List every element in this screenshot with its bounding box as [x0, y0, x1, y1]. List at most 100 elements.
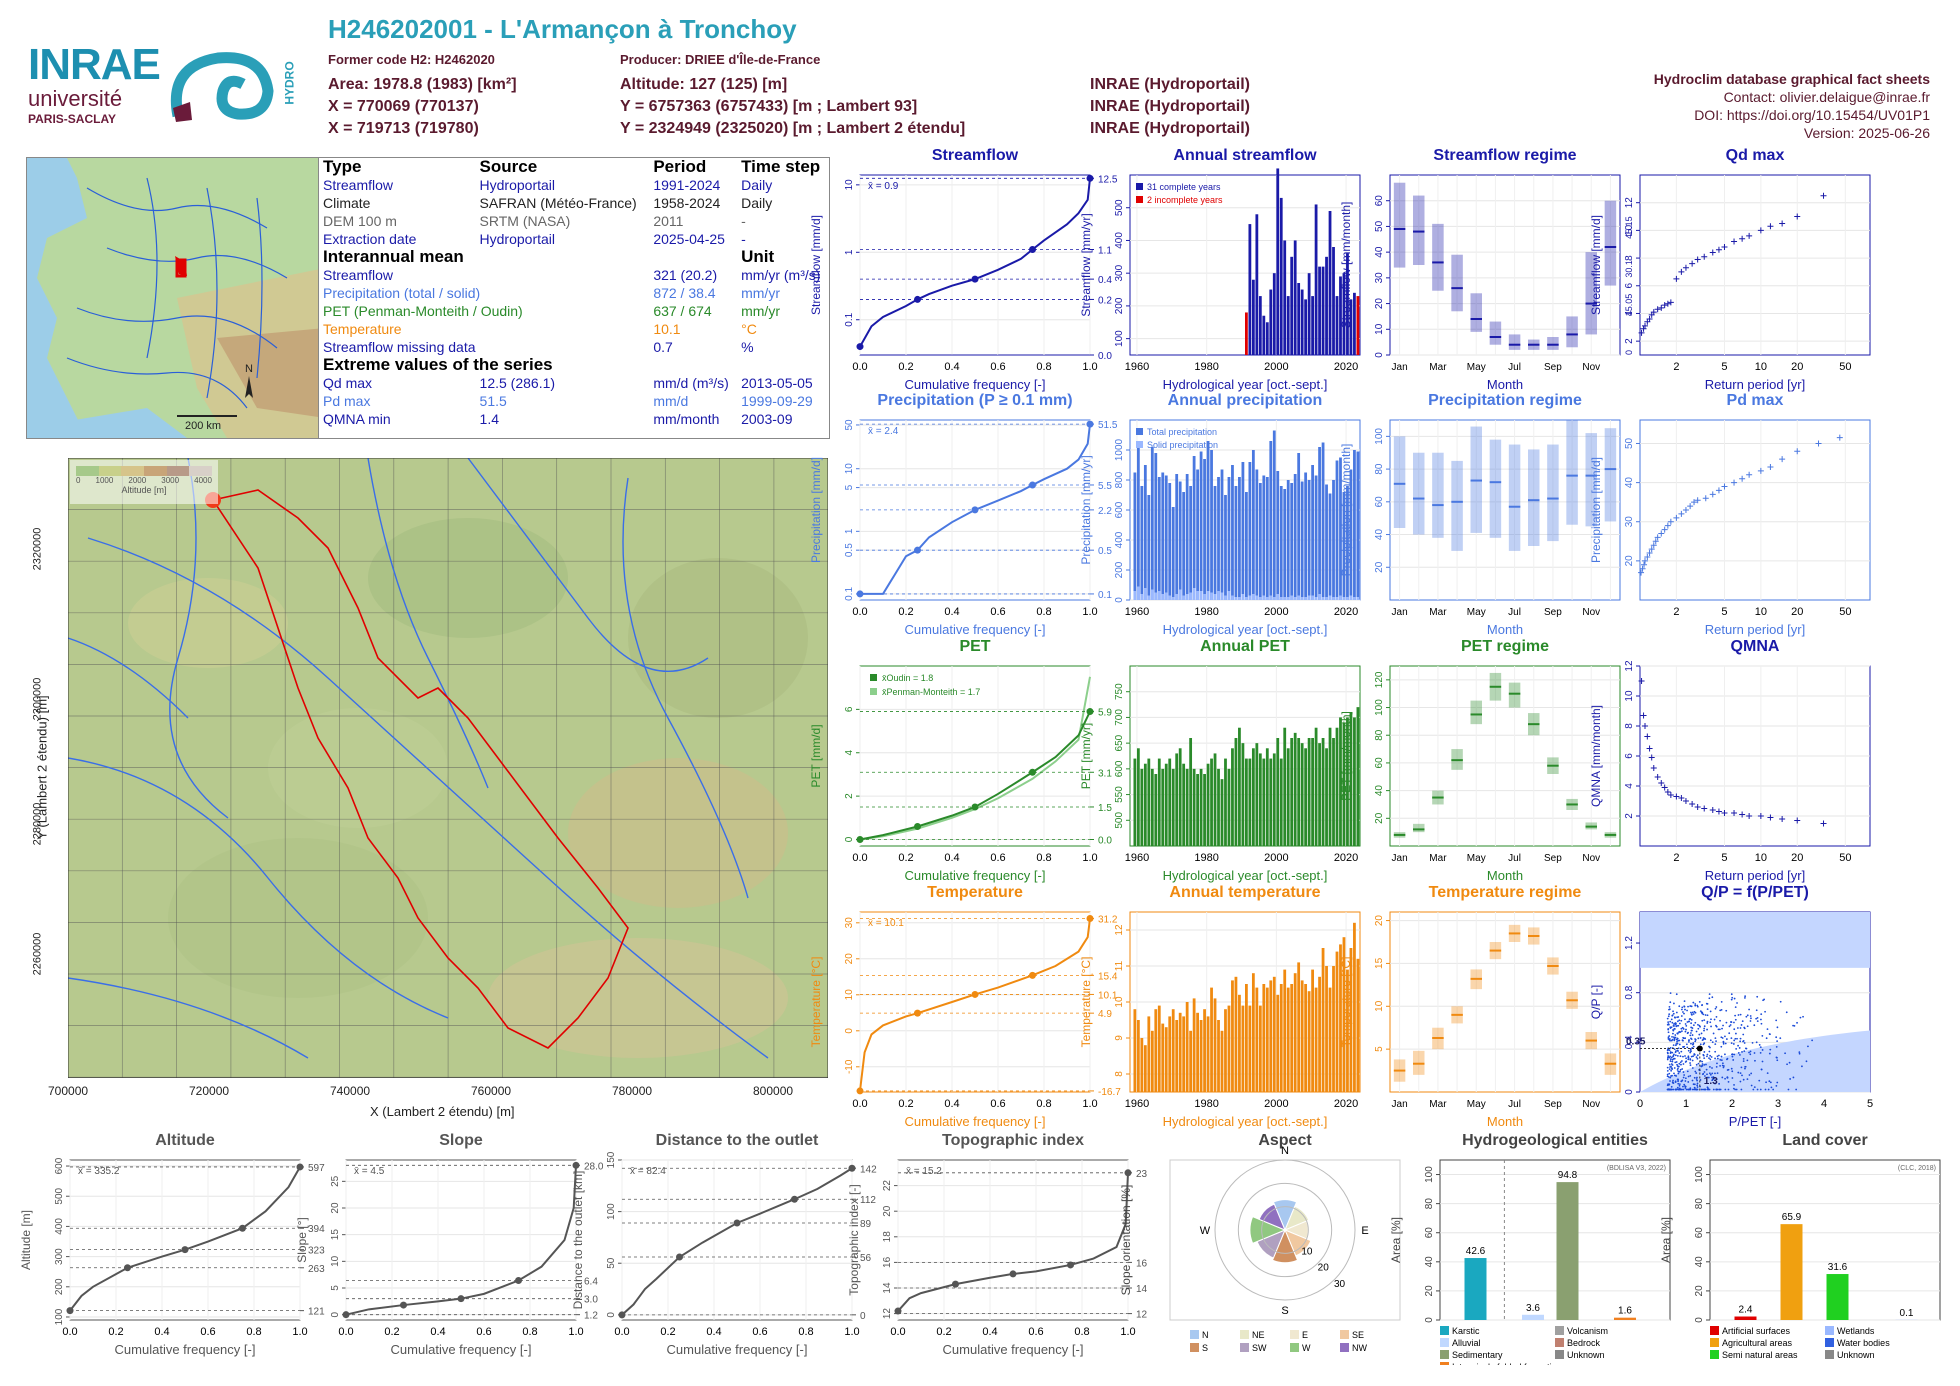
bar [1283, 969, 1287, 1092]
data-point [1730, 1037, 1733, 1040]
bar [1339, 717, 1342, 846]
data-point [1705, 1068, 1708, 1071]
data-point [1706, 1022, 1709, 1024]
data-point [1679, 1055, 1682, 1058]
y-tick-label: 0.5 [844, 543, 855, 557]
data-point [1669, 1051, 1672, 1053]
y-tick-label: 10 [1114, 996, 1125, 1008]
data-point [1689, 1087, 1692, 1090]
bar [1220, 779, 1224, 846]
info-source-row-cell: Extraction date [323, 231, 417, 247]
y-tick-label: 2 [1624, 813, 1635, 819]
data-point [1706, 1014, 1709, 1017]
data-point [1775, 1084, 1778, 1087]
box [1528, 449, 1540, 546]
bar [1297, 962, 1301, 1092]
bar-solid [1203, 594, 1206, 600]
data-point [1746, 471, 1753, 478]
data-point [1761, 1049, 1764, 1051]
bar-solid [1241, 594, 1245, 600]
area: Area: 1978.8 (1983) [km²] [328, 76, 517, 93]
plot-frame [1389, 665, 1621, 847]
x-tick-label: Jul [1508, 607, 1521, 618]
data-point [1779, 220, 1786, 227]
data-point [1722, 1066, 1725, 1069]
info-source-row-cell: Hydroportail [479, 177, 556, 193]
y-lambert2e: Y = 2324949 (2325020) [m ; Lambert 2 éte… [620, 120, 966, 137]
data-point [1732, 1043, 1735, 1045]
data-point [1690, 1032, 1692, 1034]
data-point [1672, 1057, 1675, 1060]
bar [1346, 486, 1349, 600]
info-header-row-cell: Source [479, 157, 538, 176]
chart-title: Distance to the outlet [655, 1132, 819, 1149]
x-tick-label: 0.0 [62, 1326, 77, 1338]
map-river [622, 477, 749, 899]
data-point [1678, 1043, 1681, 1046]
map-river [169, 457, 229, 819]
data-point [1698, 1033, 1701, 1036]
data-point [1748, 1074, 1751, 1076]
y-tick-label: 20 [1424, 1285, 1435, 1297]
x-tick-label: 0.0 [338, 1326, 353, 1338]
data-point [1677, 1080, 1679, 1083]
data-point [1722, 1042, 1725, 1045]
bar [1224, 1009, 1227, 1092]
y-tick-label: 50 [606, 1257, 617, 1269]
right-tick-label: 12 [1136, 1310, 1148, 1321]
y-axis-label: Precipitation [mm/yr] [1079, 455, 1093, 564]
info-source-row-cell: - [741, 231, 746, 247]
bar [1231, 980, 1234, 1092]
y-tick-label: 4 [844, 750, 855, 756]
y-tick-label: 20 [844, 953, 855, 965]
doi[interactable]: DOI: https://doi.org/10.15454/UV01P1 [1694, 107, 1930, 123]
data-point [1749, 1015, 1752, 1017]
data-point [1667, 1036, 1670, 1039]
quantile-point [457, 1295, 465, 1303]
data-point [1706, 1088, 1709, 1091]
quantile-point [914, 1009, 921, 1017]
data-point [1765, 1037, 1768, 1040]
data-point [1693, 1010, 1696, 1013]
quantile-point [791, 1195, 798, 1203]
data-point [1678, 1088, 1680, 1091]
x-tick-label: 4 [1821, 1098, 1827, 1110]
bar [1203, 1009, 1206, 1092]
x-tick-label: 5 [1867, 1098, 1873, 1110]
bar-solid [1213, 594, 1217, 600]
y-tick-label: 20 [1374, 812, 1385, 824]
data-point [1685, 1088, 1688, 1091]
data-point [1690, 1029, 1693, 1032]
data-point [1696, 1079, 1698, 1082]
y-tick-label: 0 [844, 1028, 855, 1034]
data-point [1698, 1000, 1701, 1003]
bar [1276, 168, 1280, 355]
box [1566, 316, 1578, 348]
y-tick-label: 500 [1114, 812, 1125, 829]
data-point [1751, 1041, 1754, 1044]
y-tick-label: 80 [1694, 1198, 1705, 1210]
bar [1339, 276, 1342, 355]
data-point [1731, 996, 1734, 999]
bar [1314, 475, 1318, 600]
x-tick-label: 0.0 [852, 606, 867, 618]
data-point [1673, 514, 1680, 521]
bar [1213, 753, 1217, 846]
data-point [1725, 1021, 1728, 1024]
data-point [1691, 1013, 1693, 1016]
y-axis-label: Precipitation [mm/d] [809, 457, 823, 563]
bar [1161, 768, 1165, 846]
data-point [1709, 1066, 1711, 1068]
x-axis-label: Hydrological year [oct.-sept.] [1163, 1114, 1328, 1129]
x-tick-label: 0.2 [660, 1326, 675, 1338]
x-axis-label: Cumulative frequency [-] [391, 1342, 532, 1357]
contact[interactable]: Contact: olivier.delaigue@inrae.fr [1723, 89, 1930, 105]
y-tick-label: 0 [844, 836, 855, 842]
data-point [1696, 1084, 1699, 1087]
chart-qmna: QMNA 2 4 6 8 10 12 2 5 10 20 50 Return period [yr] QM… [1580, 636, 1905, 891]
y-axis-label: Altitude [m] [19, 1210, 33, 1270]
x-axis-label: Hydrological year [oct.-sept.] [1163, 377, 1328, 392]
bar [1168, 1016, 1172, 1092]
